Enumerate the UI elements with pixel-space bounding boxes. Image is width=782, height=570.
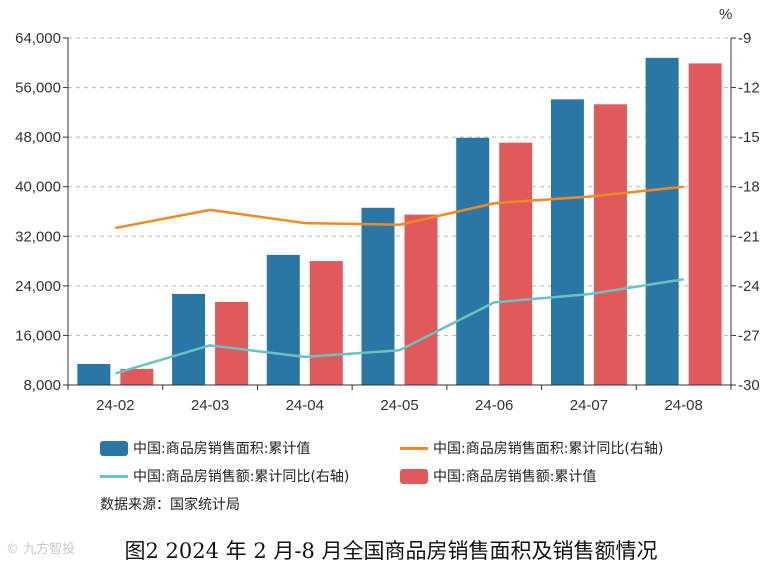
x-axis-tick-label: 24-04	[286, 397, 324, 414]
left-axis-tick-label: 64,000	[15, 30, 61, 47]
left-axis-tick-label: 40,000	[15, 179, 61, 196]
x-axis-tick-label: 24-05	[380, 397, 418, 414]
bar-sales-amount	[688, 63, 722, 385]
legend-swatch-amount-line	[100, 474, 128, 478]
line-sales-area-yoy	[115, 185, 684, 230]
bar-sales-amount	[404, 214, 438, 385]
watermark: © 九方智投	[6, 542, 76, 557]
bar-sales-amount	[120, 368, 154, 385]
right-axis-tick-label: -30	[738, 377, 760, 394]
bar-sales-area	[266, 254, 300, 385]
x-axis-tick-label: 24-06	[475, 397, 513, 414]
left-axis-tick-label: 56,000	[15, 80, 61, 97]
x-axis-tick-label: 24-08	[664, 397, 702, 414]
legend-row-1: 中国:商品房销售面积:累计值 中国:商品房销售面积:累计同比(右轴)	[100, 434, 720, 462]
legend-area-cumulative: 中国:商品房销售面积:累计值	[100, 438, 400, 458]
x-axis-tick-label: 24-03	[191, 397, 229, 414]
bar-sales-area	[550, 99, 584, 386]
legend-row-2: 中国:商品房销售额:累计同比(右轴) 中国:商品房销售额:累计值	[100, 462, 720, 490]
left-axis-tick-label: 8,000	[23, 377, 61, 394]
legend-label-area-yoy: 中国:商品房销售面积:累计同比(右轴)	[433, 441, 664, 457]
chart-legend: 中国:商品房销售面积:累计值 中国:商品房销售面积:累计同比(右轴) 中国:商品…	[100, 434, 720, 490]
bar-sales-amount	[309, 261, 343, 385]
bar-sales-amount	[499, 142, 533, 385]
legend-area-yoy: 中国:商品房销售面积:累计同比(右轴)	[400, 438, 663, 458]
legend-swatch-amount-bar	[400, 468, 428, 484]
left-axis-tick-label: 32,000	[15, 228, 61, 245]
legend-label-amount-yoy: 中国:商品房销售额:累计同比(右轴)	[133, 469, 350, 485]
bar-sales-amount	[593, 104, 627, 385]
right-axis-tick-label: -24	[738, 278, 760, 295]
right-axis-tick-label: -12	[738, 80, 760, 97]
legend-swatch-area-line	[400, 446, 428, 450]
right-axis-tick-label: -27	[738, 327, 760, 344]
chart-area: 8,000 16,000 24,000 32,000 40,000 48,000 56,00…	[15, 6, 760, 414]
line-sales-amount-yoy	[115, 278, 684, 375]
bar-sales-amount	[215, 301, 249, 385]
x-axis-tick-label: 24-02	[96, 397, 134, 414]
legend-label-amount-cumulative: 中国:商品房销售额:累计值	[433, 469, 597, 485]
bar-sales-area	[645, 57, 679, 385]
left-axis-tick-label: 48,000	[15, 129, 61, 146]
bar-sales-area	[361, 207, 395, 385]
right-axis-unit: %	[719, 6, 732, 23]
bar-sales-area	[172, 293, 206, 385]
right-axis-tick-label: -18	[738, 179, 760, 196]
right-axis-tick-label: -21	[738, 228, 760, 245]
left-axis-tick-label: 16,000	[15, 327, 61, 344]
right-axis-tick-label: -15	[738, 129, 760, 146]
x-axis-tick-label: 24-07	[570, 397, 608, 414]
bar-sales-area	[77, 363, 111, 385]
legend-amount-cumulative: 中国:商品房销售额:累计值	[400, 466, 596, 486]
bar-sales-area	[456, 137, 490, 385]
right-axis-tick-label: -9	[738, 30, 751, 47]
left-axis-tick-label: 24,000	[15, 278, 61, 295]
legend-amount-yoy: 中国:商品房销售额:累计同比(右轴)	[100, 466, 400, 486]
legend-swatch-area-bar	[100, 440, 128, 456]
figure-caption: 图2 2024 年 2 月-8 月全国商品房销售面积及销售额情况	[124, 539, 658, 563]
legend-label-area-cumulative: 中国:商品房销售面积:累计值	[133, 441, 311, 457]
data-source: 数据来源：国家统计局	[100, 497, 240, 513]
